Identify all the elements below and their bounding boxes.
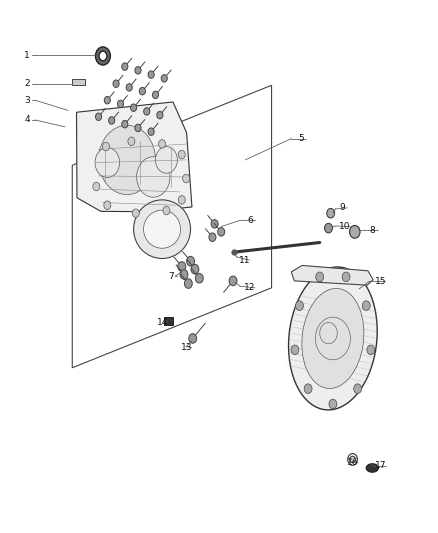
Ellipse shape bbox=[144, 210, 180, 248]
Circle shape bbox=[187, 256, 194, 266]
Circle shape bbox=[95, 148, 120, 177]
Circle shape bbox=[148, 71, 154, 78]
Circle shape bbox=[135, 124, 141, 132]
Circle shape bbox=[109, 117, 115, 124]
Circle shape bbox=[325, 223, 332, 233]
Circle shape bbox=[195, 273, 203, 283]
Circle shape bbox=[291, 345, 299, 354]
Circle shape bbox=[229, 276, 237, 286]
Text: 1: 1 bbox=[24, 51, 30, 60]
Circle shape bbox=[304, 384, 312, 393]
Circle shape bbox=[135, 67, 141, 74]
Circle shape bbox=[93, 182, 100, 191]
Circle shape bbox=[178, 196, 185, 204]
Circle shape bbox=[152, 91, 159, 99]
Circle shape bbox=[102, 142, 110, 151]
Ellipse shape bbox=[366, 464, 378, 472]
Text: 6: 6 bbox=[247, 216, 253, 224]
Circle shape bbox=[218, 228, 225, 236]
Circle shape bbox=[126, 84, 132, 91]
Circle shape bbox=[122, 63, 128, 70]
Text: 7: 7 bbox=[169, 272, 174, 280]
Text: 9: 9 bbox=[339, 204, 345, 212]
Circle shape bbox=[104, 96, 110, 104]
Circle shape bbox=[157, 111, 163, 119]
Circle shape bbox=[104, 201, 111, 209]
Polygon shape bbox=[291, 265, 373, 285]
Circle shape bbox=[122, 120, 128, 128]
Text: 15: 15 bbox=[374, 277, 386, 286]
Text: 10: 10 bbox=[339, 222, 351, 231]
Circle shape bbox=[191, 264, 199, 274]
Circle shape bbox=[329, 399, 337, 409]
Text: 2: 2 bbox=[24, 79, 30, 88]
Ellipse shape bbox=[289, 267, 377, 410]
Circle shape bbox=[117, 100, 124, 108]
Circle shape bbox=[137, 157, 170, 197]
Circle shape bbox=[148, 128, 154, 135]
Circle shape bbox=[189, 334, 197, 343]
Circle shape bbox=[155, 147, 177, 173]
Circle shape bbox=[139, 87, 145, 95]
Ellipse shape bbox=[134, 200, 191, 259]
Circle shape bbox=[144, 108, 150, 115]
Circle shape bbox=[354, 384, 362, 393]
Circle shape bbox=[296, 301, 304, 310]
Text: 17: 17 bbox=[375, 462, 387, 470]
Circle shape bbox=[95, 113, 102, 120]
Text: 14: 14 bbox=[157, 318, 168, 327]
Bar bbox=[164, 317, 173, 325]
Circle shape bbox=[362, 301, 370, 310]
Circle shape bbox=[316, 272, 324, 281]
Circle shape bbox=[159, 140, 166, 148]
Ellipse shape bbox=[302, 288, 364, 389]
Circle shape bbox=[132, 209, 139, 217]
Circle shape bbox=[178, 150, 185, 159]
Circle shape bbox=[367, 345, 375, 354]
Circle shape bbox=[113, 80, 119, 87]
Circle shape bbox=[180, 270, 188, 279]
Circle shape bbox=[183, 174, 190, 183]
Circle shape bbox=[178, 262, 186, 271]
Circle shape bbox=[128, 137, 135, 146]
Circle shape bbox=[350, 225, 360, 238]
Circle shape bbox=[99, 125, 155, 195]
Text: 16: 16 bbox=[347, 458, 359, 467]
Text: 11: 11 bbox=[239, 256, 250, 264]
Text: 5: 5 bbox=[298, 134, 304, 143]
Circle shape bbox=[131, 104, 137, 111]
Text: 12: 12 bbox=[244, 284, 256, 292]
Text: 4: 4 bbox=[24, 116, 30, 124]
Circle shape bbox=[327, 208, 335, 218]
Bar bbox=[72, 79, 85, 85]
Circle shape bbox=[95, 47, 110, 65]
Circle shape bbox=[163, 206, 170, 215]
Text: 13: 13 bbox=[181, 343, 192, 352]
Text: 8: 8 bbox=[370, 226, 375, 235]
Circle shape bbox=[209, 233, 216, 241]
Circle shape bbox=[342, 272, 350, 281]
Circle shape bbox=[211, 220, 218, 228]
Text: 3: 3 bbox=[24, 96, 30, 104]
Circle shape bbox=[184, 279, 192, 288]
Circle shape bbox=[161, 75, 167, 82]
Polygon shape bbox=[77, 102, 192, 212]
Circle shape bbox=[99, 51, 107, 61]
